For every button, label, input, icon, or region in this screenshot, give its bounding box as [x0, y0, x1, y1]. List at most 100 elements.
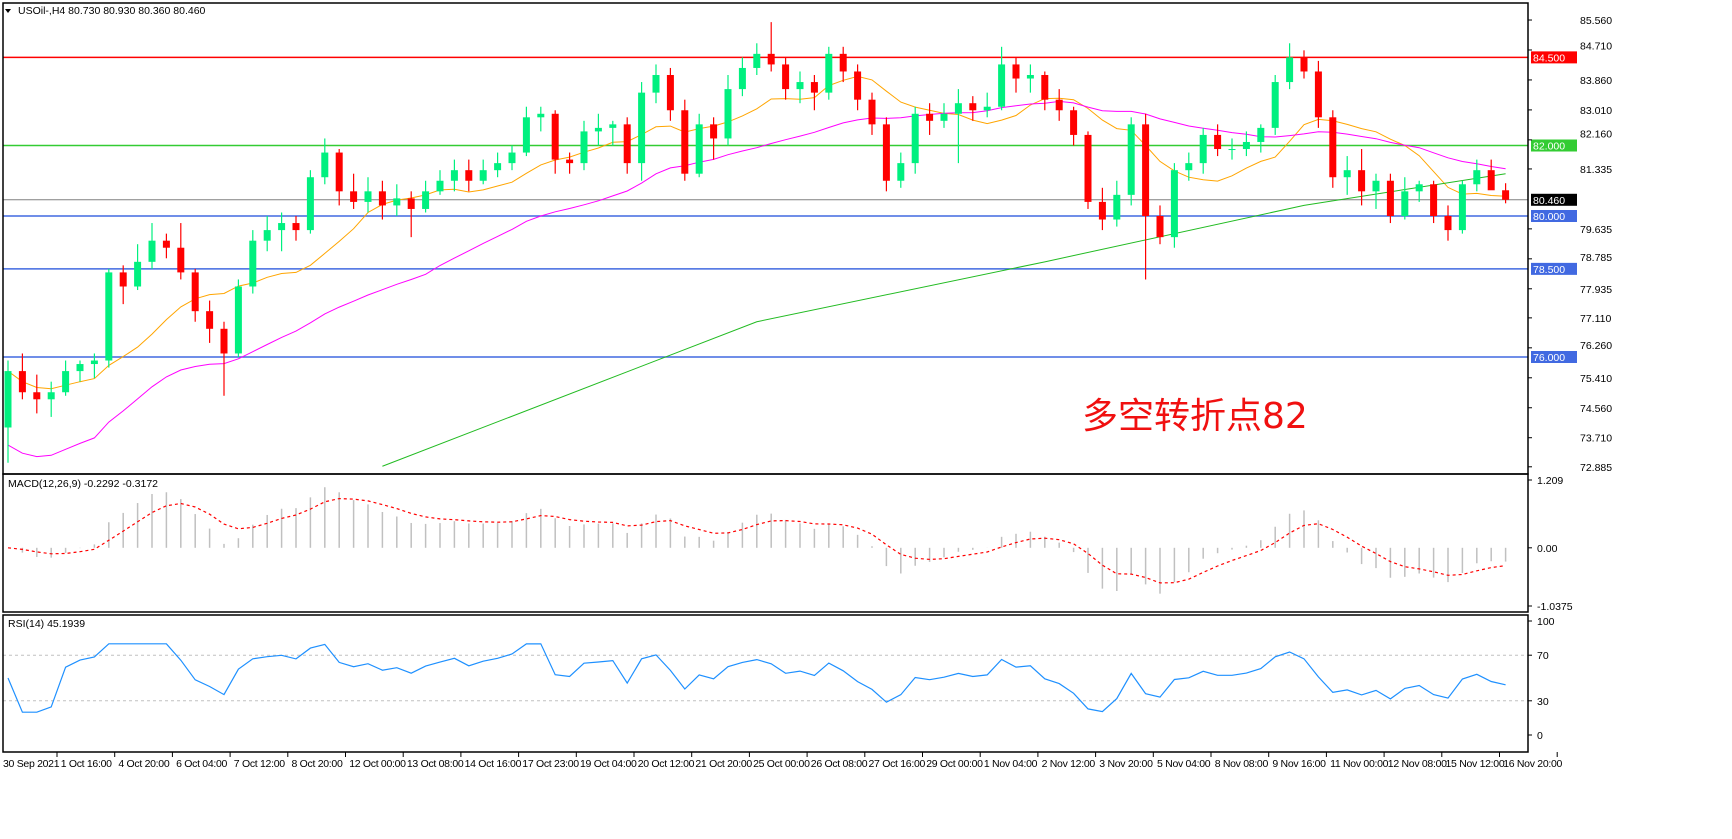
candle-body: [738, 67, 746, 90]
candle: [33, 374, 41, 414]
candle-body: [1300, 57, 1308, 72]
level-label-bg: [1531, 210, 1577, 222]
candle: [191, 268, 199, 322]
macd-tick-label: 0.00: [1537, 543, 1558, 555]
time-tick-label: 15 Nov 12:00: [1446, 758, 1505, 770]
candle-body: [1127, 124, 1135, 195]
candle-body: [940, 113, 948, 121]
price-tick-label: 81.335: [1580, 164, 1612, 176]
price-tick-label: 85.560: [1580, 15, 1612, 27]
candle: [1012, 57, 1020, 93]
candle: [796, 71, 804, 104]
candle: [1156, 205, 1164, 245]
price-tick-label: 72.885: [1580, 462, 1612, 474]
price-tick-label: 76.260: [1580, 340, 1612, 352]
candle: [911, 106, 919, 174]
candle-body: [1487, 170, 1495, 191]
rsi-tick-label: 30: [1537, 696, 1549, 708]
candle-body: [1286, 57, 1294, 83]
candle: [422, 180, 430, 213]
candle: [62, 360, 70, 396]
candle-body: [1502, 190, 1510, 200]
candle-body: [767, 53, 775, 65]
candle-body: [1242, 141, 1250, 150]
candle: [839, 46, 847, 83]
candle: [378, 180, 386, 220]
time-tick-label: 17 Oct 23:00: [522, 758, 579, 770]
candle: [623, 117, 631, 174]
candle: [1214, 124, 1222, 157]
candle-body: [1070, 110, 1078, 135]
candle: [724, 75, 732, 146]
candle: [206, 300, 214, 343]
candle: [1487, 159, 1495, 191]
candle-body: [839, 53, 847, 72]
panel-frame: [2, 614, 1529, 753]
time-tick-label: 21 Oct 20:00: [695, 758, 752, 770]
candle: [1401, 177, 1409, 220]
candle: [594, 113, 602, 146]
candle: [897, 152, 905, 188]
candle: [1113, 180, 1121, 227]
candle: [810, 75, 818, 111]
price-tick-label: 74.560: [1580, 403, 1612, 415]
price-panel[interactable]: [3, 22, 1528, 467]
candle: [738, 57, 746, 97]
candle-body: [666, 75, 674, 111]
time-tick-label: 30 Sep 2021: [3, 758, 60, 770]
candle-body: [724, 89, 732, 139]
macd-signal-line: [7, 497, 1506, 584]
time-tick-label: 16 Nov 20:00: [1503, 758, 1562, 770]
candle-body: [954, 103, 962, 114]
candle-body: [162, 240, 170, 248]
rsi-panel[interactable]: [3, 643, 1528, 713]
candle: [1430, 180, 1438, 224]
candle: [1343, 156, 1351, 195]
candle: [1199, 127, 1207, 174]
candle: [638, 82, 646, 181]
candle-body: [119, 272, 127, 287]
candle: [148, 223, 156, 269]
time-tick-label: 3 Nov 20:00: [1099, 758, 1153, 770]
candle: [1041, 71, 1049, 111]
candle-body: [623, 124, 631, 164]
candle-body: [148, 240, 156, 262]
price-tick-label: 77.110: [1580, 313, 1611, 325]
collapse-triangle-icon[interactable]: [5, 9, 11, 13]
time-tick-label: 6 Oct 04:00: [176, 758, 227, 770]
rsi-tick-label: 0: [1537, 730, 1543, 742]
candle: [335, 149, 343, 206]
price-tick-label: 84.710: [1580, 40, 1612, 52]
macd-header: MACD(12,26,9) -0.2292 -0.3172: [8, 478, 158, 490]
candle-body: [292, 223, 300, 231]
time-tick-label: 4 Oct 20:00: [118, 758, 169, 770]
candle: [76, 360, 84, 382]
candle-body: [1199, 134, 1207, 164]
candle: [1386, 173, 1394, 224]
candle-body: [18, 371, 26, 393]
candle-body: [1098, 201, 1106, 220]
candle-body: [969, 103, 977, 111]
candle: [1286, 43, 1294, 90]
level-label: 82.000: [1533, 141, 1565, 153]
candle: [321, 138, 329, 185]
candle: [753, 43, 761, 76]
time-tick-label: 25 Oct 00:00: [753, 758, 810, 770]
rsi-header: RSI(14) 45.1939: [8, 618, 85, 630]
candle: [465, 159, 473, 192]
macd-panel[interactable]: [7, 487, 1507, 594]
candle-body: [191, 272, 199, 312]
candle-body: [1415, 184, 1423, 192]
candle-body: [594, 127, 602, 132]
candle: [234, 279, 242, 357]
candle-body: [1372, 180, 1380, 192]
candle: [90, 353, 98, 379]
candle-body: [1055, 99, 1063, 111]
candle: [249, 230, 257, 294]
candle-body: [90, 360, 98, 365]
candle: [1257, 124, 1265, 153]
candle-body: [810, 82, 818, 93]
candle: [983, 92, 991, 118]
current-price-label-bg: [1531, 193, 1577, 206]
